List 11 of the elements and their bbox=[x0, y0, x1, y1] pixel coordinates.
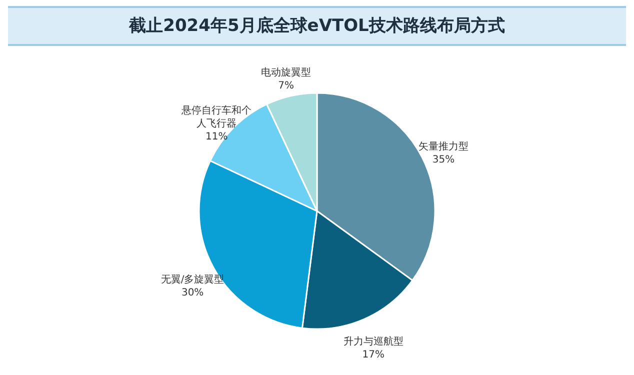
data-label: 11% bbox=[205, 132, 228, 143]
slice-label: 升力与巡航型 bbox=[343, 335, 404, 348]
data-label: 7% bbox=[278, 80, 294, 92]
slice-label: 无翼/多旋翼型 bbox=[160, 273, 224, 286]
chart-title: 截止2024年5月底全球eVTOL技术路线布局方式 bbox=[8, 6, 626, 46]
slice-label: 矢量推力型 bbox=[418, 140, 469, 153]
slice-label: 悬停自行车和个人飞行器 bbox=[180, 104, 252, 130]
data-label: 35% bbox=[432, 154, 455, 166]
slice-label: 电动旋翼型 bbox=[261, 66, 312, 78]
data-label: 17% bbox=[362, 349, 385, 360]
data-label: 30% bbox=[181, 287, 204, 298]
